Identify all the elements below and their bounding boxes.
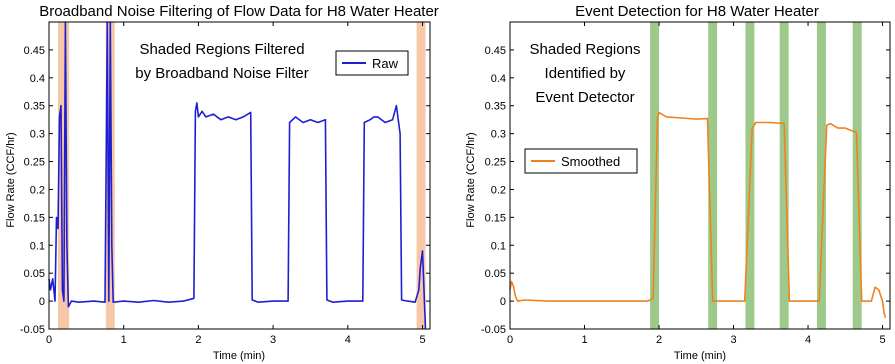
left-x-axis-label: Time (min) [213, 350, 265, 362]
right-x-tick-label: 0 [507, 334, 513, 346]
right-y-tick-label: 0.25 [485, 157, 506, 169]
left-shaded-region-1 [57, 22, 70, 329]
left-x-tick-label: 0 [46, 334, 52, 346]
left-legend: Raw [335, 50, 409, 76]
left-series-line-raw [48, 21, 427, 330]
right-x-tick-label: 3 [730, 334, 736, 346]
right-chart-title: Event Detection for H8 Water Heater [575, 3, 819, 20]
right-shaded-region-4 [779, 22, 789, 329]
right-y-tick-label: 0.15 [485, 212, 506, 224]
right-shaded-region-5 [816, 22, 826, 329]
right-chart: Event Detection for H8 Water Heater Time… [465, 3, 891, 362]
right-x-tick-label: 1 [581, 334, 587, 346]
left-y-tick-label: 0.45 [24, 45, 45, 57]
right-x-tick-label: 5 [879, 334, 885, 346]
left-y-tick-label: 0.2 [30, 184, 45, 196]
right-x-axis-label: Time (min) [674, 350, 726, 362]
left-chart-title: Broadband Noise Filtering of Flow Data f… [39, 3, 439, 20]
right-y-axis-label: Flow Rate (CCF/hr) [465, 132, 477, 227]
left-y-tick-label: 0.1 [30, 240, 45, 252]
right-series [509, 111, 887, 319]
right-annotation-line-1: Shaded Regions [530, 41, 641, 58]
left-annotation-line-1: Shaded Regions Filtered [139, 41, 304, 58]
left-legend-label: Raw [372, 56, 399, 71]
right-shaded-regions [650, 22, 862, 329]
right-shaded-region-2 [708, 22, 718, 329]
left-y-tick-label: 0.05 [24, 268, 45, 280]
left-x-tick-label: 4 [345, 334, 351, 346]
right-y-tick-label: 0.3 [491, 129, 506, 141]
right-y-tick-label: -0.05 [481, 324, 506, 336]
right-y-tick-label: 0.45 [485, 45, 506, 57]
left-x-tick-label: 2 [195, 334, 201, 346]
left-y-tick-label: 0.35 [24, 101, 45, 113]
left-x-tick-label: 1 [121, 334, 127, 346]
left-x-tick-label: 5 [419, 334, 425, 346]
left-series [48, 21, 427, 330]
right-annotation-line-3: Event Detector [535, 89, 634, 106]
left-y-axis-label: Flow Rate (CCF/hr) [5, 132, 17, 227]
left-y-tick-label: 0.15 [24, 212, 45, 224]
right-x-tick-label: 4 [805, 334, 811, 346]
left-y-tick-label: -0.05 [20, 324, 45, 336]
right-annotation-line-2: Identified by [545, 65, 626, 82]
right-y-tick-label: 0 [500, 296, 506, 308]
right-shaded-region-1 [650, 22, 660, 329]
right-series-line-smoothed [509, 111, 887, 319]
right-annotation-backdrop [522, 38, 648, 132]
right-axis-ticks: 0 1 2 3 4 5-0.0500.050.10.150.20.250.30.350.4… [481, 22, 890, 346]
left-annotation-line-2: by Broadband Noise Filter [135, 65, 308, 82]
right-y-tick-label: 0.2 [491, 184, 506, 196]
right-y-tick-label: 0.05 [485, 268, 506, 280]
right-legend: Smoothed [524, 148, 638, 174]
left-y-tick-label: 0.4 [30, 73, 45, 85]
left-y-tick-label: 0.25 [24, 157, 45, 169]
right-x-tick-label: 2 [656, 334, 662, 346]
right-legend-label: Smoothed [561, 154, 620, 169]
right-y-tick-label: 0.35 [485, 101, 506, 113]
left-shaded-region-3 [416, 22, 426, 329]
left-plot-frame [48, 21, 431, 330]
right-y-tick-label: 0.1 [491, 240, 506, 252]
right-plot-frame [509, 21, 891, 330]
right-y-tick-label: 0.4 [491, 73, 506, 85]
left-y-tick-label: 0.3 [30, 129, 45, 141]
left-y-tick-label: 0 [39, 296, 45, 308]
left-axis-ticks: 0 1 2 3 4 5-0.0500.050.10.150.20.250.30.350.4… [20, 22, 430, 346]
left-x-tick-label: 3 [270, 334, 276, 346]
left-chart: Broadband Noise Filtering of Flow Data f… [5, 3, 439, 362]
